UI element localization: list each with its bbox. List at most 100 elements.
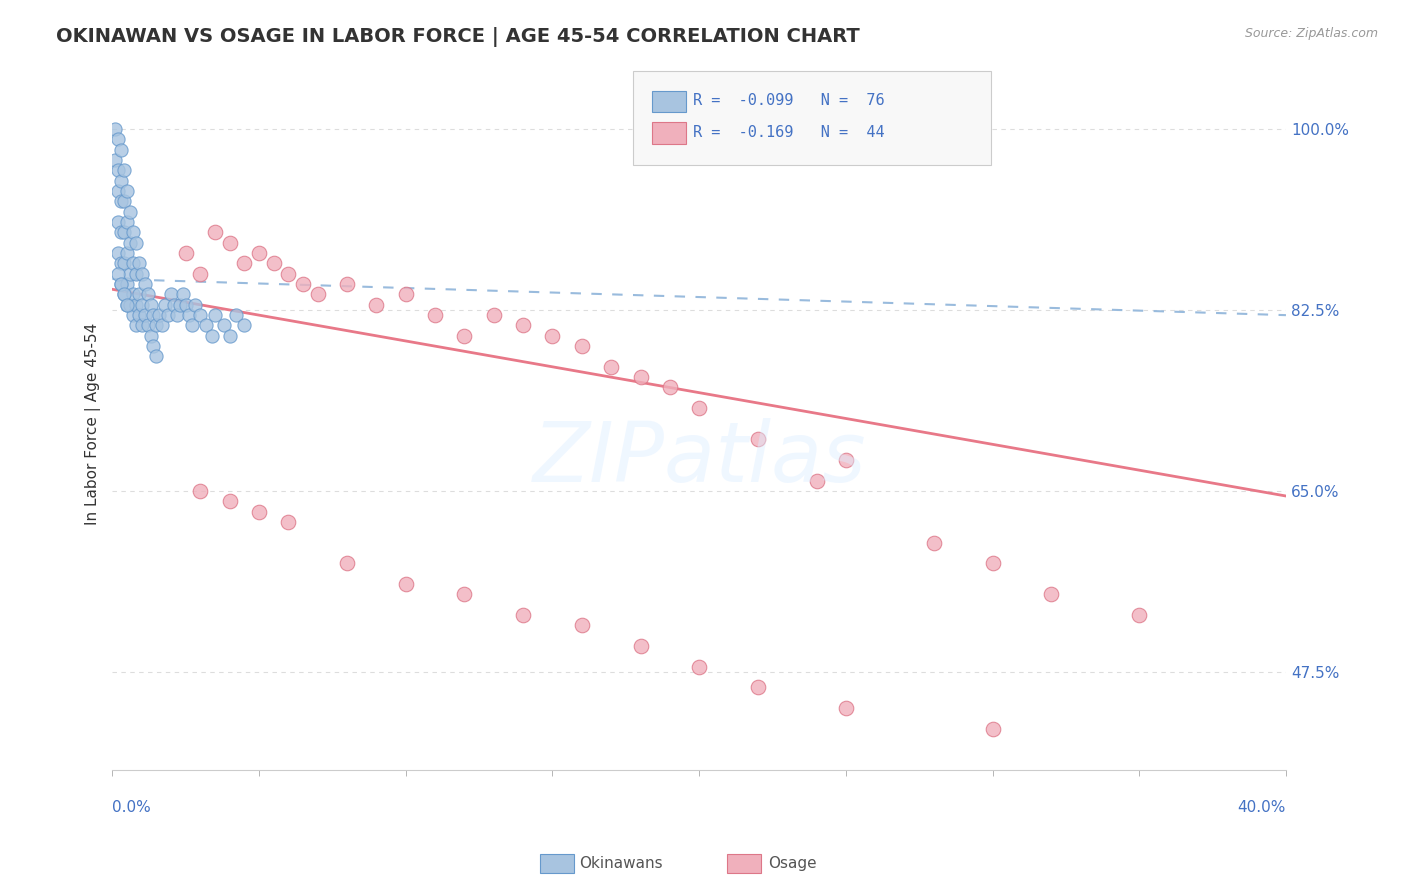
Point (157, 308, 180, 322)
Point (1128, 607, 1150, 622)
Y-axis label: In Labor Force | Age 45-54: In Labor Force | Age 45-54 (86, 323, 101, 524)
Text: 40.0%: 40.0% (1237, 799, 1286, 814)
Point (981, 722, 1004, 736)
Point (122, 308, 145, 322)
Text: 0.0%: 0.0% (112, 799, 152, 814)
Point (131, 267, 153, 281)
Point (453, 587, 475, 601)
Point (122, 256, 145, 270)
Point (145, 350, 167, 364)
Point (131, 318, 153, 333)
Point (104, 122, 127, 136)
Point (163, 298, 186, 312)
Point (233, 318, 256, 333)
Point (110, 277, 132, 292)
Text: Osage: Osage (768, 856, 817, 871)
Point (512, 318, 534, 333)
Point (225, 308, 247, 322)
Point (107, 132, 129, 146)
Text: Okinawans: Okinawans (579, 856, 662, 871)
Point (190, 267, 212, 281)
Point (128, 256, 150, 270)
Point (190, 483, 212, 498)
Point (139, 298, 162, 312)
Point (423, 308, 446, 322)
Point (1040, 587, 1063, 601)
Point (128, 308, 150, 322)
Point (118, 235, 141, 250)
Point (110, 143, 132, 157)
Point (145, 318, 167, 333)
Point (172, 287, 194, 301)
Point (110, 194, 132, 209)
Point (160, 287, 183, 301)
Point (112, 287, 135, 301)
Point (128, 287, 150, 301)
Point (169, 298, 191, 312)
Point (204, 308, 226, 322)
Point (112, 287, 135, 301)
Point (110, 226, 132, 240)
Point (395, 577, 418, 591)
Point (233, 256, 256, 270)
Point (115, 277, 138, 292)
Text: ZIPatlas: ZIPatlas (533, 417, 866, 499)
Point (630, 370, 652, 384)
Point (122, 287, 145, 301)
Point (600, 359, 623, 374)
Point (747, 432, 769, 446)
Point (981, 556, 1004, 570)
Point (482, 308, 505, 322)
Point (571, 618, 593, 632)
Point (112, 226, 135, 240)
Point (247, 246, 270, 260)
Point (922, 535, 945, 549)
Point (835, 453, 858, 467)
Point (115, 184, 138, 198)
Point (134, 277, 156, 292)
Point (110, 174, 132, 188)
Point (174, 298, 197, 312)
Point (148, 308, 170, 322)
Point (107, 215, 129, 229)
Point (201, 328, 224, 343)
Point (180, 318, 202, 333)
Point (277, 267, 299, 281)
Point (218, 328, 240, 343)
Point (247, 504, 270, 518)
Point (118, 267, 141, 281)
Point (118, 204, 141, 219)
Point (806, 474, 828, 488)
Point (136, 318, 159, 333)
Point (134, 308, 156, 322)
Point (110, 277, 132, 292)
Point (190, 308, 212, 322)
Point (571, 339, 593, 353)
Point (150, 318, 173, 333)
Point (218, 235, 240, 250)
Point (115, 215, 138, 229)
Point (512, 607, 534, 622)
Point (118, 298, 141, 312)
Point (747, 680, 769, 694)
Text: R =  -0.169   N =  44: R = -0.169 N = 44 (693, 125, 884, 139)
Point (336, 277, 359, 292)
Point (336, 556, 359, 570)
Point (136, 287, 159, 301)
Point (112, 163, 135, 178)
Point (131, 298, 153, 312)
Point (212, 318, 235, 333)
Point (177, 308, 200, 322)
Point (835, 701, 858, 715)
Point (125, 318, 148, 333)
Point (307, 287, 329, 301)
Point (122, 226, 145, 240)
Point (688, 659, 710, 673)
Text: Source: ZipAtlas.com: Source: ZipAtlas.com (1244, 27, 1378, 40)
Point (174, 246, 197, 260)
Point (277, 515, 299, 529)
Text: R =  -0.099   N =  76: R = -0.099 N = 76 (693, 94, 884, 108)
Point (195, 318, 218, 333)
Point (112, 256, 135, 270)
Point (204, 226, 226, 240)
